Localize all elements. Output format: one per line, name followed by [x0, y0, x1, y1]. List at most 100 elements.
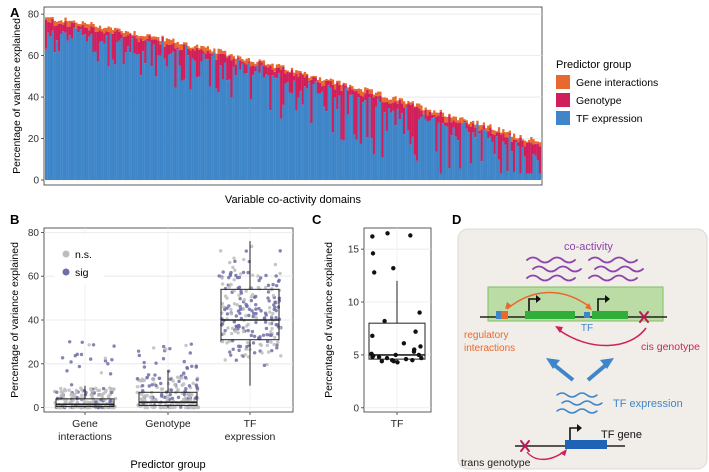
bar-tf-expression	[431, 118, 434, 180]
bar-gene-interactions	[392, 97, 395, 103]
bar-tf-expression	[92, 51, 95, 180]
bar-genotype	[353, 91, 356, 135]
bar-gene-interactions	[299, 71, 302, 73]
bar-gene-interactions	[262, 60, 266, 66]
data-point	[232, 256, 236, 260]
bar-tf-expression	[502, 141, 505, 180]
legend-dot-sig	[62, 268, 70, 276]
data-point	[384, 355, 390, 361]
bar-gene-interactions	[230, 54, 233, 61]
data-point	[278, 271, 282, 276]
data-point	[142, 360, 146, 365]
bar-genotype	[431, 114, 434, 119]
bar-tf-expression	[133, 53, 136, 181]
data-point	[252, 351, 257, 355]
bar-genotype	[355, 90, 358, 140]
y-tick-label: 20	[28, 359, 40, 370]
bar-tf-expression	[223, 62, 227, 181]
bar-gene-interactions	[198, 48, 201, 50]
bar-genotype	[452, 120, 455, 128]
data-point	[69, 392, 74, 396]
data-point	[370, 234, 375, 239]
bar-genotype	[471, 123, 475, 133]
bar-gene-interactions	[517, 138, 520, 143]
data-point	[164, 347, 168, 351]
bar-gene-interactions	[92, 24, 95, 28]
bar-genotype	[45, 19, 48, 49]
bar-genotype	[122, 36, 125, 65]
bar-genotype	[142, 40, 145, 52]
bar-gene-interactions	[223, 50, 227, 55]
bar-tf-expression	[57, 51, 61, 180]
bar-genotype	[321, 86, 324, 92]
data-point	[75, 395, 79, 400]
bar-gene-interactions	[340, 85, 343, 91]
bar-tf-expression	[372, 154, 376, 180]
panel-a-letter: A	[10, 5, 20, 20]
bar-gene-interactions	[333, 84, 337, 90]
data-point	[179, 405, 183, 409]
bar-genotype	[245, 64, 248, 74]
bar-gene-interactions	[476, 120, 479, 124]
bar-gene-interactions	[471, 120, 475, 124]
bar-tf-expression	[249, 99, 253, 180]
bar-gene-interactions	[489, 124, 492, 128]
bar-gene-interactions	[187, 46, 190, 49]
bar-genotype	[433, 114, 436, 118]
cis-genotype-arc	[558, 327, 647, 347]
bar-genotype	[200, 49, 203, 62]
data-point	[262, 363, 267, 368]
data-point	[159, 381, 163, 386]
bar-gene-interactions	[208, 49, 212, 54]
tf-promoter-arrow-icon	[569, 427, 578, 440]
bar-tf-expression	[362, 102, 365, 180]
data-point	[139, 397, 144, 401]
bar-tf-expression	[75, 28, 78, 180]
bar-genotype	[465, 122, 468, 129]
data-point	[229, 282, 233, 287]
bar-tf-expression	[530, 173, 533, 180]
bar-gene-interactions	[500, 132, 503, 135]
bar-gene-interactions	[135, 34, 138, 39]
bar-gene-interactions	[183, 42, 186, 45]
data-point	[274, 274, 278, 278]
data-point	[403, 356, 409, 362]
bar-tf-expression	[144, 63, 147, 180]
bar-gene-interactions	[502, 129, 505, 134]
bar-gene-interactions	[77, 23, 80, 26]
bar-genotype	[83, 27, 87, 35]
bar-genotype	[73, 22, 76, 28]
bar-gene-interactions	[390, 99, 393, 104]
bar-gene-interactions	[308, 77, 311, 81]
bar-genotype	[426, 115, 430, 122]
bar-tf-expression	[124, 52, 128, 180]
data-point	[274, 308, 278, 313]
bar-genotype	[474, 127, 477, 138]
bar-tf-expression	[500, 173, 503, 180]
bar-gene-interactions	[435, 112, 438, 117]
box-iqr	[368, 322, 426, 360]
bar-tf-expression	[116, 42, 119, 180]
bar-genotype	[215, 59, 218, 89]
trans-genotype-label: trans genotype	[461, 457, 531, 469]
bar-gene-interactions	[189, 47, 192, 51]
bar-gene-interactions	[161, 35, 164, 37]
bar-gene-interactions	[394, 96, 397, 102]
bar-tf-expression	[413, 154, 417, 180]
bar-tf-expression	[245, 73, 248, 180]
y-tick-label: 60	[28, 272, 40, 283]
data-point	[137, 353, 142, 358]
bar-gene-interactions	[232, 56, 235, 59]
bar-genotype	[441, 116, 445, 124]
data-point	[221, 305, 226, 309]
bar-gene-interactions	[51, 17, 54, 20]
data-point	[55, 390, 59, 394]
bar-tf-expression	[428, 120, 432, 180]
bar-gene-interactions	[109, 27, 113, 34]
coactivity-label: co-activity	[564, 241, 613, 253]
bar-genotype	[435, 116, 438, 152]
bar-gene-interactions	[318, 77, 322, 83]
data-point	[244, 314, 248, 318]
bar-gene-interactions	[243, 60, 246, 64]
data-point	[271, 282, 275, 287]
